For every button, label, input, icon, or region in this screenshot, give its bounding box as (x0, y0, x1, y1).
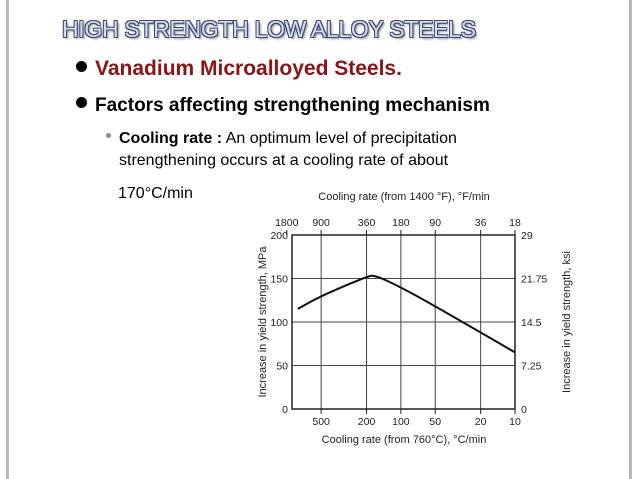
strength-curve-line (297, 274, 516, 354)
bottom-tick-label: 500 (312, 416, 330, 428)
chart-ticks: 0 0 50 7.25 100 14.5 150 21.75 200 29 500 200 100 50 2… (270, 217, 547, 428)
left-tick-label: 100 (270, 317, 288, 329)
top-tick-label: 90 (429, 217, 441, 229)
slide-title: HIGH STRENGTH LOW ALLOY STEELS (62, 16, 476, 42)
sub-bullet-cooling-rate: Cooling rate : An optimum level of preci… (106, 128, 596, 172)
top-tick-label: 900 (312, 217, 330, 229)
bottom-tick-label: 20 (475, 416, 487, 428)
bullet-vanadium-text: Vanadium Microalloyed Steels. (95, 57, 402, 80)
slide-border-right (629, 0, 632, 479)
left-tick-label: 200 (270, 230, 288, 242)
right-tick-label: 0 (521, 404, 527, 416)
left-axis-label: Increase in yield strength, MPa (257, 246, 269, 398)
top-tick-label: 36 (475, 217, 487, 229)
chart-frame (291, 234, 516, 410)
right-tick-label: 21.75 (521, 274, 547, 286)
bullet-vanadium: Vanadium Microalloyed Steels. (76, 57, 402, 81)
bullet-dot-icon (76, 61, 87, 72)
top-axis-label: Cooling rate (from 1400 °F), °F/min (318, 191, 489, 203)
sub-bullet-dot-icon (106, 133, 111, 138)
top-tick-label: 360 (358, 217, 376, 229)
right-axis-label: Increase in yield strength, ksi (561, 251, 573, 393)
bullet-dot-icon (76, 97, 87, 108)
right-tick-label: 29 (521, 230, 533, 242)
top-tick-label: 180 (392, 217, 410, 229)
sub-bullet-text-line1: An optimum level of precipitation (225, 130, 457, 147)
top-tick-label: 1800 (275, 217, 299, 229)
bottom-tick-label: 10 (509, 416, 521, 428)
top-tick-label: 18 (509, 217, 521, 229)
right-tick-label: 7.25 (521, 361, 542, 373)
bullet-factors-text: Factors affecting strengthening mechanis… (95, 95, 490, 116)
sub-bullet-text-line2: strengthening occurs at a cooling rate o… (119, 152, 449, 169)
bottom-axis-label: Cooling rate (from 760°C), °C/min (322, 434, 487, 446)
left-tick-label: 150 (270, 274, 288, 286)
bottom-tick-label: 50 (429, 416, 441, 428)
sub-bullet-label: Cooling rate : (119, 130, 223, 147)
left-tick-label: 0 (282, 404, 288, 416)
chart-grid (292, 235, 515, 409)
bullet-factors: Factors affecting strengthening mechanis… (76, 95, 490, 117)
slide-border-left (6, 0, 9, 479)
bottom-tick-label: 200 (358, 416, 376, 428)
left-tick-label: 50 (276, 361, 288, 373)
sub-bullet-text-line3: 170°C/min (118, 185, 193, 202)
right-tick-label: 14.5 (521, 317, 542, 329)
bottom-tick-label: 100 (392, 416, 410, 428)
